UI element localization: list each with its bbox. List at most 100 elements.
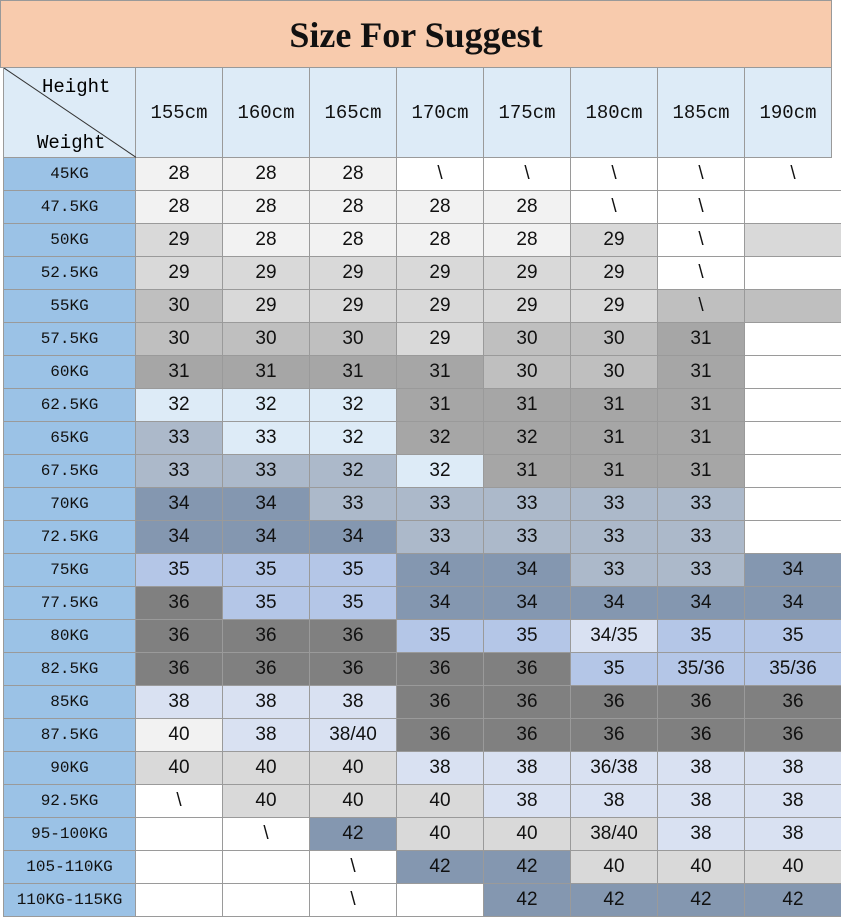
row-label: 85KG	[3, 686, 136, 719]
row-label: 80KG	[3, 620, 136, 653]
column-header: 165cm	[310, 68, 397, 158]
size-cell: 32	[136, 389, 223, 422]
size-cell: \	[658, 290, 745, 323]
row-label: 105-110KG	[3, 851, 136, 884]
size-cell: 30	[223, 323, 310, 356]
size-cell: 33	[136, 455, 223, 488]
size-cell: 28	[136, 191, 223, 224]
size-cell: 36	[136, 653, 223, 686]
size-cell: 40	[310, 752, 397, 785]
row-label: 55KG	[3, 290, 136, 323]
size-cell: \	[658, 158, 745, 191]
size-cell: 31	[571, 422, 658, 455]
size-cell: 29	[136, 224, 223, 257]
size-cell: 28	[310, 158, 397, 191]
size-cell: 36	[484, 653, 571, 686]
size-cell: 31	[658, 356, 745, 389]
size-cell: 33	[310, 488, 397, 521]
size-cell: 36	[658, 719, 745, 752]
size-cell: 40	[136, 719, 223, 752]
row-label: 47.5KG	[3, 191, 136, 224]
size-cell	[745, 455, 841, 488]
size-cell: 30	[484, 356, 571, 389]
size-cell: 36	[136, 620, 223, 653]
size-cell: 31	[484, 389, 571, 422]
size-cell: 40	[484, 818, 571, 851]
size-cell: 29	[397, 290, 484, 323]
size-cell: 31	[658, 455, 745, 488]
size-cell: 33	[223, 455, 310, 488]
size-cell: 38	[484, 752, 571, 785]
size-cell: \	[658, 224, 745, 257]
size-cell: 35	[310, 587, 397, 620]
size-cell: 36	[397, 719, 484, 752]
size-cell: 29	[484, 290, 571, 323]
size-cell: 35/36	[658, 653, 745, 686]
size-cell	[745, 422, 841, 455]
size-cell: \	[571, 191, 658, 224]
size-cell: 38	[658, 785, 745, 818]
column-header: 185cm	[658, 68, 745, 158]
column-header: 175cm	[484, 68, 571, 158]
size-cell: 35	[745, 620, 841, 653]
size-cell: 35	[397, 620, 484, 653]
size-cell: 34	[571, 587, 658, 620]
size-cell: 33	[397, 521, 484, 554]
size-cell: 33	[397, 488, 484, 521]
row-label: 70KG	[3, 488, 136, 521]
size-cell: 38	[571, 785, 658, 818]
size-cell: 38	[745, 785, 841, 818]
size-cell: 29	[223, 290, 310, 323]
row-label: 95-100KG	[3, 818, 136, 851]
size-cell: 32	[484, 422, 571, 455]
size-cell: \	[310, 884, 397, 917]
row-label: 77.5KG	[3, 587, 136, 620]
size-cell: 29	[484, 257, 571, 290]
size-cell: 30	[136, 290, 223, 323]
corner-top-label: Height	[42, 76, 111, 98]
size-cell: 32	[310, 455, 397, 488]
size-cell	[223, 884, 310, 917]
size-cell: 36	[397, 653, 484, 686]
size-cell: 28	[484, 191, 571, 224]
column-header: 190cm	[745, 68, 832, 158]
size-cell: 29	[136, 257, 223, 290]
size-cell: 34	[745, 554, 841, 587]
size-cell	[745, 356, 841, 389]
size-cell: 38	[658, 818, 745, 851]
size-cell: 34	[484, 587, 571, 620]
size-cell: 32	[310, 422, 397, 455]
size-cell: 32	[397, 455, 484, 488]
size-cell: 29	[571, 257, 658, 290]
size-cell: \	[310, 851, 397, 884]
size-cell: 31	[484, 455, 571, 488]
size-cell: 30	[310, 323, 397, 356]
size-cell: 38	[484, 785, 571, 818]
size-cell: \	[397, 158, 484, 191]
size-cell: 28	[136, 158, 223, 191]
size-cell: 40	[223, 752, 310, 785]
size-cell: 36	[484, 719, 571, 752]
size-cell: 36	[310, 653, 397, 686]
size-cell: 34	[658, 587, 745, 620]
size-cell: 31	[223, 356, 310, 389]
column-header: 160cm	[223, 68, 310, 158]
size-cell: 40	[658, 851, 745, 884]
size-cell: 31	[658, 323, 745, 356]
size-cell: 29	[571, 290, 658, 323]
row-label: 60KG	[3, 356, 136, 389]
size-cell: 36	[571, 719, 658, 752]
size-cell: 31	[310, 356, 397, 389]
row-label: 75KG	[3, 554, 136, 587]
size-cell: 28	[397, 224, 484, 257]
column-header: 180cm	[571, 68, 658, 158]
size-cell: 30	[484, 323, 571, 356]
row-label: 90KG	[3, 752, 136, 785]
size-cell: 38	[745, 752, 841, 785]
row-label: 57.5KG	[3, 323, 136, 356]
row-label: 87.5KG	[3, 719, 136, 752]
size-cell: 36	[223, 653, 310, 686]
size-cell: 35	[310, 554, 397, 587]
column-header: 170cm	[397, 68, 484, 158]
